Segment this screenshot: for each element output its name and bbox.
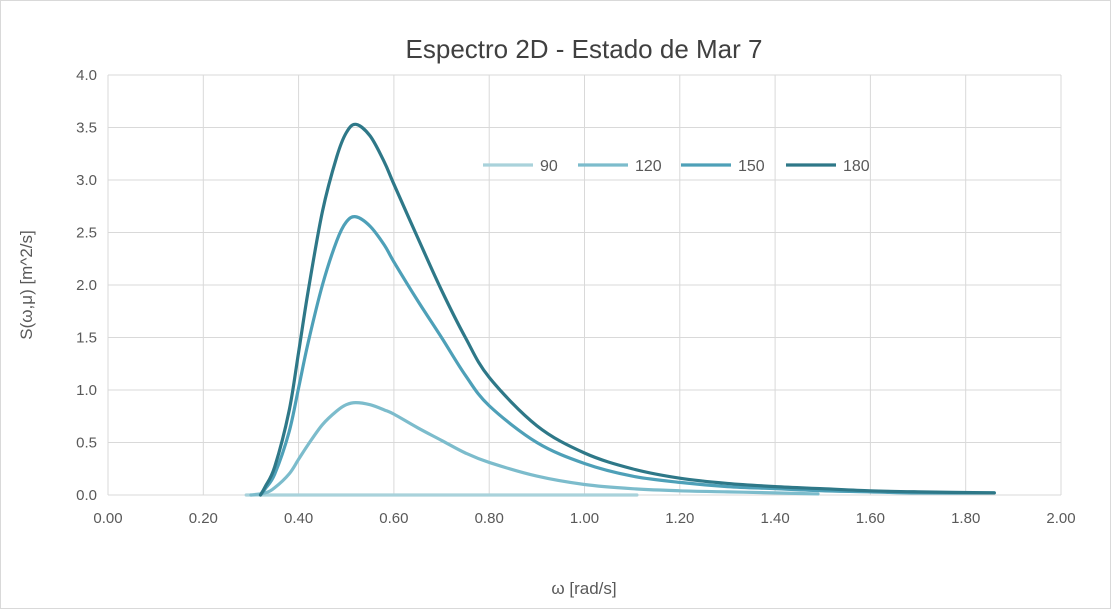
y-tick-label: 1.5 bbox=[76, 330, 97, 347]
y-axis-label: S(ω,μ) [m^2/s] bbox=[17, 230, 36, 339]
x-tick-label: 1.20 bbox=[665, 510, 694, 527]
x-tick-label: 1.00 bbox=[570, 510, 599, 527]
x-tick-label: 1.80 bbox=[951, 510, 980, 527]
x-tick-label: 0.60 bbox=[379, 510, 408, 527]
x-tick-label: 1.60 bbox=[856, 510, 885, 527]
series-line-180 bbox=[258, 122, 996, 497]
x-axis-label: ω [rad/s] bbox=[551, 579, 616, 598]
y-tick-label: 2.5 bbox=[76, 225, 97, 242]
series-line-120 bbox=[249, 401, 820, 497]
y-tick-label: 1.0 bbox=[76, 382, 97, 399]
grid bbox=[107, 74, 1062, 496]
legend-label-180: 180 bbox=[843, 158, 870, 175]
legend: 90 120 150 180 bbox=[483, 158, 870, 175]
y-tick-label: 3.5 bbox=[76, 120, 97, 137]
x-tick-label: 0.80 bbox=[475, 510, 504, 527]
y-tick-label: 0.0 bbox=[76, 487, 97, 504]
x-tick-label: 2.00 bbox=[1046, 510, 1075, 527]
legend-label-150: 150 bbox=[738, 158, 765, 175]
series-lines bbox=[244, 122, 996, 497]
legend-label-90: 90 bbox=[540, 158, 558, 175]
x-tick-label: 0.20 bbox=[189, 510, 218, 527]
y-tick-label: 0.5 bbox=[76, 435, 97, 452]
x-tick-label: 0.00 bbox=[93, 510, 122, 527]
x-tick-label: 0.40 bbox=[284, 510, 313, 527]
chart-title: Espectro 2D - Estado de Mar 7 bbox=[406, 34, 763, 64]
y-tick-label: 3.0 bbox=[76, 172, 97, 189]
x-tick-label: 1.40 bbox=[760, 510, 789, 527]
axis-ticks: 0.0 0.5 1.0 1.5 2.0 2.5 3.0 3.5 4.0 0.00 0.20 0.40 0… bbox=[76, 67, 1075, 527]
series-line-150 bbox=[258, 215, 996, 497]
y-tick-label: 4.0 bbox=[76, 67, 97, 84]
y-tick-label: 2.0 bbox=[76, 277, 97, 294]
legend-label-120: 120 bbox=[635, 158, 662, 175]
